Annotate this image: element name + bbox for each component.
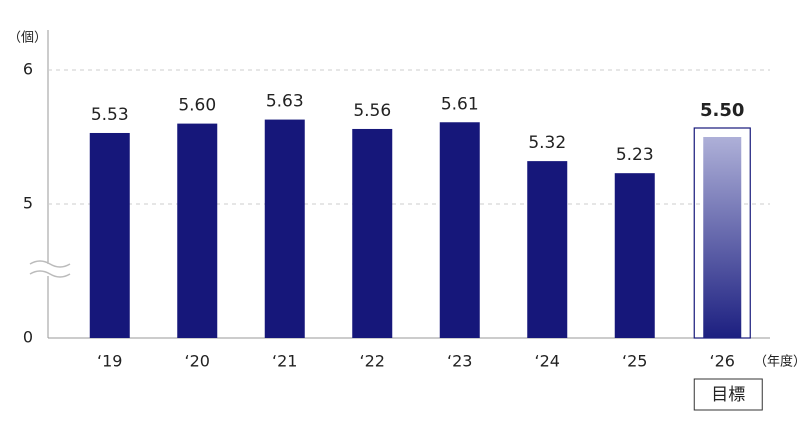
value-label: 5.53 [91,105,129,125]
x-tick-label: ‘26 [710,352,735,371]
value-label: 5.56 [353,101,391,121]
y-unit: （個） [8,31,47,46]
value-label: 5.23 [616,145,654,165]
target-label: 目標 [711,385,745,405]
value-label: 5.32 [528,133,566,153]
y-tick-label: 6 [23,60,33,79]
x-tick-label: ‘21 [272,352,297,371]
value-label: 5.63 [266,92,304,112]
value-label: 5.50 [700,100,744,121]
bar [177,123,218,338]
x-tick-label: ‘20 [185,352,210,371]
x-tick-label: ‘25 [622,352,647,371]
x-tick-label: ‘19 [97,352,122,371]
y-tick-label: 5 [23,194,33,213]
bar [264,119,305,338]
bar [614,173,655,338]
bar [352,128,393,338]
axis-break [29,270,71,278]
x-tick-label: ‘23 [447,352,472,371]
x-tick-label: ‘22 [360,352,385,371]
bar [439,122,480,338]
x-unit: （年度） [754,354,806,370]
bar [527,161,568,338]
target-box [693,378,763,411]
x-tick-label: ‘24 [535,352,560,371]
bar [89,132,130,338]
value-label: 5.60 [178,96,216,116]
y-tick-label: 0 [23,328,33,347]
value-label: 5.61 [441,94,479,114]
bar [703,137,742,338]
axis-break [29,260,71,268]
